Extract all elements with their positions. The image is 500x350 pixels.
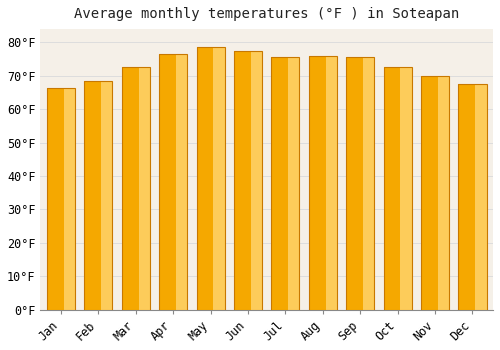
Bar xyxy=(384,68,400,310)
Bar xyxy=(400,68,411,310)
Bar xyxy=(288,57,300,310)
Bar xyxy=(122,68,138,310)
Bar xyxy=(438,76,449,310)
Bar xyxy=(101,81,112,310)
Bar xyxy=(138,68,150,310)
Bar xyxy=(421,76,438,310)
Bar xyxy=(196,48,214,310)
Bar xyxy=(84,81,101,310)
Bar xyxy=(47,88,64,310)
Bar xyxy=(458,84,475,310)
Title: Average monthly temperatures (°F ) in Soteapan: Average monthly temperatures (°F ) in So… xyxy=(74,7,460,21)
Bar xyxy=(176,54,187,310)
Bar xyxy=(309,56,326,310)
Bar xyxy=(476,84,486,310)
Bar xyxy=(326,56,337,310)
Bar xyxy=(363,57,374,310)
Bar xyxy=(214,48,224,310)
Bar xyxy=(251,51,262,310)
Bar xyxy=(346,57,363,310)
Bar xyxy=(234,51,251,310)
Bar xyxy=(159,54,176,310)
Bar xyxy=(64,88,75,310)
Bar xyxy=(272,57,288,310)
